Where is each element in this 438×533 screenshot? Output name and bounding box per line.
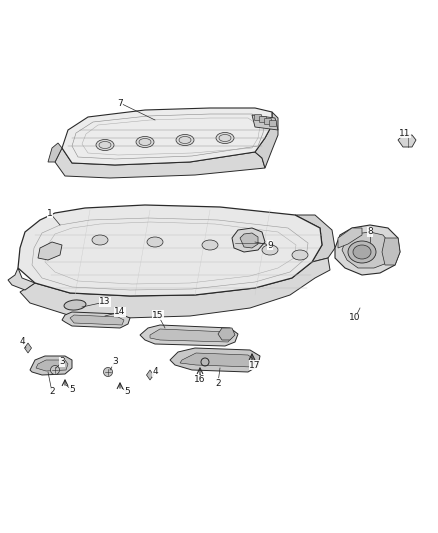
FancyBboxPatch shape (265, 118, 272, 125)
Polygon shape (295, 215, 335, 262)
Polygon shape (398, 135, 416, 147)
Text: 9: 9 (267, 240, 273, 249)
Text: 1: 1 (47, 208, 53, 217)
FancyBboxPatch shape (254, 115, 261, 120)
Polygon shape (55, 148, 265, 178)
Polygon shape (30, 356, 72, 375)
Ellipse shape (353, 245, 371, 259)
Ellipse shape (176, 134, 194, 146)
Text: 15: 15 (152, 311, 164, 319)
Polygon shape (38, 242, 62, 260)
Polygon shape (62, 312, 130, 328)
Polygon shape (18, 205, 322, 296)
Polygon shape (232, 228, 265, 252)
Polygon shape (150, 329, 232, 342)
Polygon shape (255, 112, 278, 168)
Polygon shape (146, 370, 153, 380)
Ellipse shape (216, 133, 234, 143)
Polygon shape (36, 360, 68, 371)
Polygon shape (48, 143, 62, 162)
Ellipse shape (262, 245, 278, 255)
Polygon shape (218, 328, 235, 340)
Text: 10: 10 (349, 313, 361, 322)
Text: 2: 2 (49, 387, 55, 397)
Polygon shape (338, 228, 362, 248)
Text: 7: 7 (117, 99, 123, 108)
Polygon shape (25, 343, 32, 353)
Text: 17: 17 (249, 360, 261, 369)
Ellipse shape (64, 300, 86, 310)
Text: 3: 3 (59, 358, 65, 367)
Polygon shape (342, 232, 392, 268)
FancyBboxPatch shape (259, 117, 266, 123)
Ellipse shape (147, 237, 163, 247)
Polygon shape (8, 268, 35, 290)
Text: 16: 16 (194, 376, 206, 384)
Text: 2: 2 (215, 378, 221, 387)
Polygon shape (170, 348, 260, 372)
Circle shape (50, 366, 60, 375)
Ellipse shape (92, 235, 108, 245)
Ellipse shape (348, 241, 376, 263)
Ellipse shape (96, 140, 114, 150)
Ellipse shape (292, 250, 308, 260)
Text: 4: 4 (152, 367, 158, 376)
Text: 11: 11 (399, 128, 411, 138)
FancyBboxPatch shape (269, 120, 276, 126)
Circle shape (103, 367, 113, 376)
Text: 3: 3 (112, 358, 118, 367)
Text: 5: 5 (124, 387, 130, 397)
Ellipse shape (136, 136, 154, 148)
Polygon shape (335, 225, 400, 275)
Polygon shape (70, 315, 124, 325)
Text: 5: 5 (69, 385, 75, 394)
Ellipse shape (202, 240, 218, 250)
Text: 14: 14 (114, 308, 126, 317)
Polygon shape (140, 325, 238, 346)
Polygon shape (20, 258, 330, 318)
Polygon shape (252, 115, 278, 130)
Polygon shape (382, 238, 400, 265)
Text: 4: 4 (19, 337, 25, 346)
Text: 8: 8 (367, 228, 373, 237)
Polygon shape (240, 233, 258, 248)
Polygon shape (180, 353, 255, 367)
Polygon shape (62, 108, 272, 165)
Text: 13: 13 (99, 297, 111, 306)
